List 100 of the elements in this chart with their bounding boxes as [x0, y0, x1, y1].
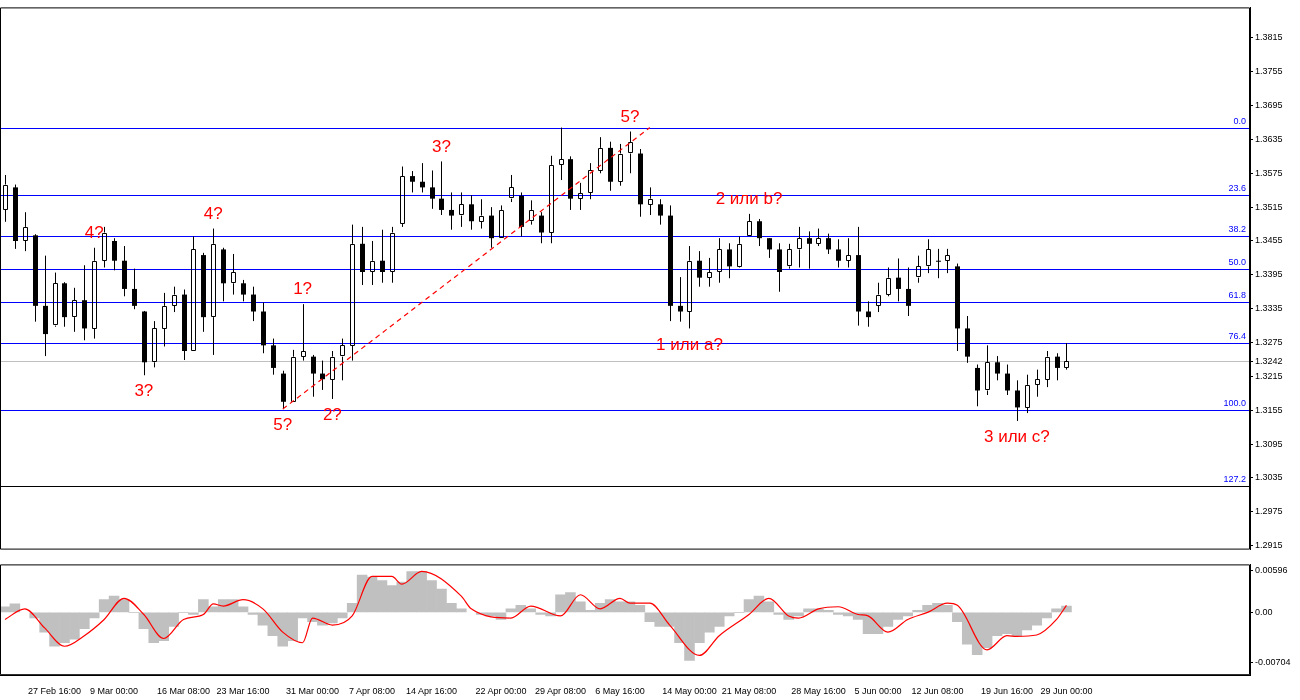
candlestick [152, 320, 157, 368]
candlestick [330, 350, 335, 400]
candlestick [926, 238, 931, 274]
y-tick-label: 1.3695 [1255, 100, 1283, 111]
candlestick [886, 267, 891, 297]
x-tick-label: 29 Jun 00:00 [1040, 686, 1093, 697]
annotation: 61.8 [1228, 289, 1246, 300]
candlestick [311, 354, 316, 398]
y-tick-label: 1.3455 [1255, 235, 1283, 246]
candlestick [92, 247, 97, 340]
x-tick-label: 28 May 16:00 [791, 686, 846, 697]
candlestick [370, 240, 375, 286]
candlestick [658, 198, 663, 226]
candlestick [400, 166, 405, 228]
x-tick-label: 27 Feb 16:00 [28, 686, 82, 697]
line-series [4, 570, 1068, 657]
x-tick-label: 31 Mar 00:00 [285, 686, 340, 697]
candlestick [767, 237, 772, 259]
annotation: 50.0 [1228, 256, 1246, 267]
candlestick [211, 228, 216, 356]
candlestick [777, 242, 782, 293]
candlestick [72, 287, 77, 333]
y-tick-label: 1.2975 [1255, 506, 1283, 517]
annotation: 3? [432, 136, 451, 156]
y-tick-label: 1.3635 [1255, 133, 1283, 144]
candlestick [836, 238, 841, 268]
annotation: 3 или c? [983, 427, 1050, 447]
candlestick [559, 127, 564, 181]
candlestick [707, 257, 712, 288]
x-tick-label: 29 Apr 08:00 [534, 686, 587, 697]
candlestick [479, 198, 484, 230]
x-tick-label: 14 Apr 16:00 [406, 686, 458, 697]
y-tick-label: 1.3335 [1255, 303, 1283, 314]
candlestick [826, 233, 831, 255]
y-tick-label: 1.3275 [1255, 337, 1283, 348]
candlestick [906, 267, 911, 317]
candlestick [687, 245, 692, 329]
candlestick [1045, 350, 1050, 388]
candlestick [678, 276, 683, 323]
candlestick [787, 243, 792, 270]
y-tick-label: 1.3035 [1255, 472, 1283, 483]
candlestick [410, 170, 415, 193]
candlestick [191, 235, 196, 351]
annotation: 100.0 [1223, 397, 1246, 408]
candlestick [1025, 374, 1030, 414]
x-tick-label: 16 Mar 08:00 [157, 686, 211, 697]
candlestick [430, 169, 435, 210]
annotation: 38.2 [1228, 223, 1246, 234]
annotation: 1? [293, 279, 313, 299]
candlestick [1005, 364, 1010, 396]
candlestick [916, 255, 921, 284]
y-tick-label: 1.3515 [1255, 201, 1283, 212]
x-tick-label: 7 Apr 08:00 [349, 686, 396, 697]
candlestick [3, 174, 8, 223]
x-tick-label: 6 May 16:00 [595, 686, 645, 697]
candlestick [350, 224, 355, 362]
annotation: 4? [203, 203, 223, 223]
candlestick [727, 242, 732, 279]
candlestick [251, 286, 256, 322]
y-tick-label: 1.3215 [1255, 370, 1283, 381]
candlestick [588, 162, 593, 200]
candlestick [816, 228, 821, 247]
annotation: 76.4 [1228, 331, 1246, 342]
candlestick [995, 355, 1000, 381]
x-tick-label: 9 Mar 00:00 [90, 686, 139, 697]
candlestick [102, 226, 107, 268]
candlestick [241, 279, 246, 302]
candlestick [985, 344, 990, 396]
y-tick-label: 1.3155 [1255, 404, 1283, 415]
candlestick [628, 131, 633, 174]
candlestick [380, 229, 385, 284]
annotation: 5? [273, 415, 293, 435]
candlestick [846, 237, 851, 268]
candlestick [172, 286, 177, 313]
candlestick [231, 253, 236, 296]
candlestick [1015, 379, 1020, 422]
y-tick-label: 1.2915 [1255, 540, 1283, 551]
candlestick [449, 191, 454, 231]
candlestick [23, 211, 28, 252]
candlestick [489, 206, 494, 249]
x-tick-label: 19 Jun 16:00 [980, 686, 1033, 697]
candlestick [112, 237, 117, 271]
x-tick-label: 23 Mar 16:00 [216, 686, 270, 697]
candlestick [301, 303, 306, 362]
annotation: 5? [620, 106, 640, 126]
y-tick-label: 1.3815 [1255, 32, 1283, 43]
y-tick-label: 1.3242 [1255, 355, 1283, 366]
candlestick [439, 160, 444, 216]
candlestick [737, 235, 742, 267]
candlestick [271, 338, 276, 376]
candlestick [975, 364, 980, 407]
annotation: 0.0 [1233, 116, 1246, 127]
candlestick [340, 338, 345, 381]
candlestick [291, 349, 296, 402]
candlestick [757, 218, 762, 247]
candlestick [1055, 352, 1060, 381]
annotation: 2? [322, 405, 342, 425]
y-tick-label: 1.3395 [1255, 269, 1283, 280]
candlestick [1035, 369, 1040, 398]
candlestick [807, 230, 812, 270]
